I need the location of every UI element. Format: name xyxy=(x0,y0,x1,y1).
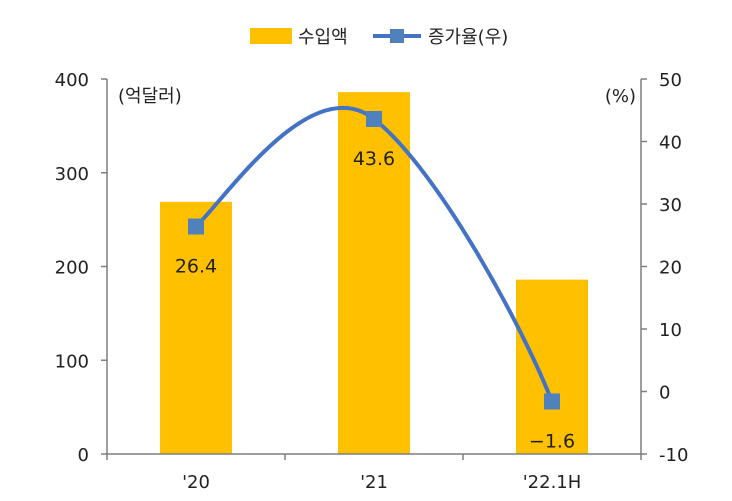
y-left-tick-label-4: 400 xyxy=(55,70,89,91)
bar-1 xyxy=(338,92,410,454)
growth-marker-1 xyxy=(366,111,382,127)
y-left-tick-label-3: 300 xyxy=(55,164,89,185)
legend-line-label: 증가율(우) xyxy=(428,27,508,48)
growth-data-label-2: −1.6 xyxy=(529,431,575,453)
y-right-unit-label: (%) xyxy=(605,86,636,107)
legend-line-marker xyxy=(390,29,404,43)
y-right-tick-label-0: -10 xyxy=(659,445,688,466)
y-left-tick-label-0: 0 xyxy=(78,445,89,466)
growth-data-label-0: 26.4 xyxy=(175,256,217,278)
x-tick-label-2: '22.1H xyxy=(523,472,582,493)
y-right-tick-label-1: 0 xyxy=(659,383,670,404)
bar-2 xyxy=(516,279,588,454)
y-right-tick-label-5: 40 xyxy=(659,133,682,154)
y-right-tick-label-6: 50 xyxy=(659,70,682,91)
y-right-tick-label-3: 20 xyxy=(659,258,682,279)
y-left-tick-label-2: 200 xyxy=(55,258,89,279)
y-left-unit-label: (억달러) xyxy=(118,86,182,107)
bar-0 xyxy=(160,201,232,454)
legend-bar-swatch xyxy=(250,28,292,44)
growth-marker-0 xyxy=(188,218,204,235)
growth-data-label-1: 43.6 xyxy=(353,148,395,170)
x-tick-label-0: '20 xyxy=(182,472,210,493)
legend: 수입액 증가율(우) xyxy=(250,27,508,48)
growth-marker-2 xyxy=(544,393,560,410)
legend-bar-label: 수입액 xyxy=(298,27,348,48)
x-tick-label-1: '21 xyxy=(360,472,388,493)
y-right-tick-label-2: 10 xyxy=(659,320,682,341)
y-right-tick-label-4: 30 xyxy=(659,195,682,216)
y-left-tick-label-1: 100 xyxy=(55,351,89,372)
